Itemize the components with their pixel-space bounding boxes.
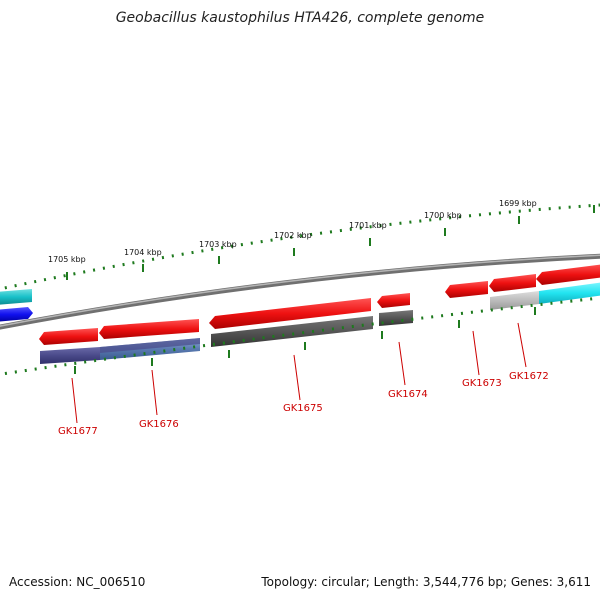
gene-gk1677-forward <box>39 328 98 345</box>
label-leaders <box>71 322 527 424</box>
gene-label-gk1676: GK1676 <box>139 419 179 430</box>
gene-label-gk1673: GK1673 <box>462 378 502 389</box>
kbp-label-1701: 1701 kbp <box>349 221 387 230</box>
gene-labels: GK1677 GK1676 GK1675 GK1674 GK1673 GK167… <box>58 371 549 437</box>
kbp-labels: 1705 kbp 1704 kbp 1703 kbp 1702 kbp 1701… <box>48 199 537 264</box>
gene-feature-teal <box>0 289 32 305</box>
kbp-label-1704: 1704 kbp <box>124 248 162 257</box>
gene-gk1672-forward <box>489 274 536 292</box>
gene-gk1672-feature <box>490 291 539 310</box>
gene-upstream-feature <box>539 282 600 304</box>
kbp-label-1700: 1700 kbp <box>424 211 462 220</box>
gene-gk1675-feature <box>211 316 373 347</box>
gene-gk1676-forward <box>99 319 199 339</box>
gene-gk1673-forward <box>445 281 488 298</box>
gene-upstream-forward <box>536 264 600 285</box>
gene-label-gk1672: GK1672 <box>509 371 549 382</box>
kbp-label-1703: 1703 kbp <box>199 240 237 249</box>
inner-major-ticks <box>74 307 536 374</box>
gene-label-gk1674: GK1674 <box>388 389 428 400</box>
kbp-label-1699: 1699 kbp <box>499 199 537 208</box>
gene-gk1674-feature <box>379 310 413 326</box>
outer-major-ticks <box>66 205 595 280</box>
gene-label-gk1675: GK1675 <box>283 403 323 414</box>
genome-backbone-highlight <box>0 254 600 327</box>
gene-label-gk1677: GK1677 <box>58 426 98 437</box>
gene-gk1675-forward <box>209 298 371 329</box>
gene-gk1674-forward <box>377 293 410 308</box>
gene-gk1676-feature-overlay <box>100 338 200 353</box>
kbp-label-1702: 1702 kbp <box>274 231 312 240</box>
gene-feature-blue <box>0 307 33 322</box>
topology-text: Topology: circular; Length: 3,544,776 bp… <box>261 575 591 589</box>
kbp-label-1705: 1705 kbp <box>48 255 86 264</box>
map-title: Geobacillus kaustophilus HTA426, complet… <box>115 10 485 26</box>
accession-text: Accession: NC_006510 <box>9 575 146 589</box>
gene-gk1677-feature <box>40 347 100 364</box>
genome-backbone <box>0 253 600 330</box>
